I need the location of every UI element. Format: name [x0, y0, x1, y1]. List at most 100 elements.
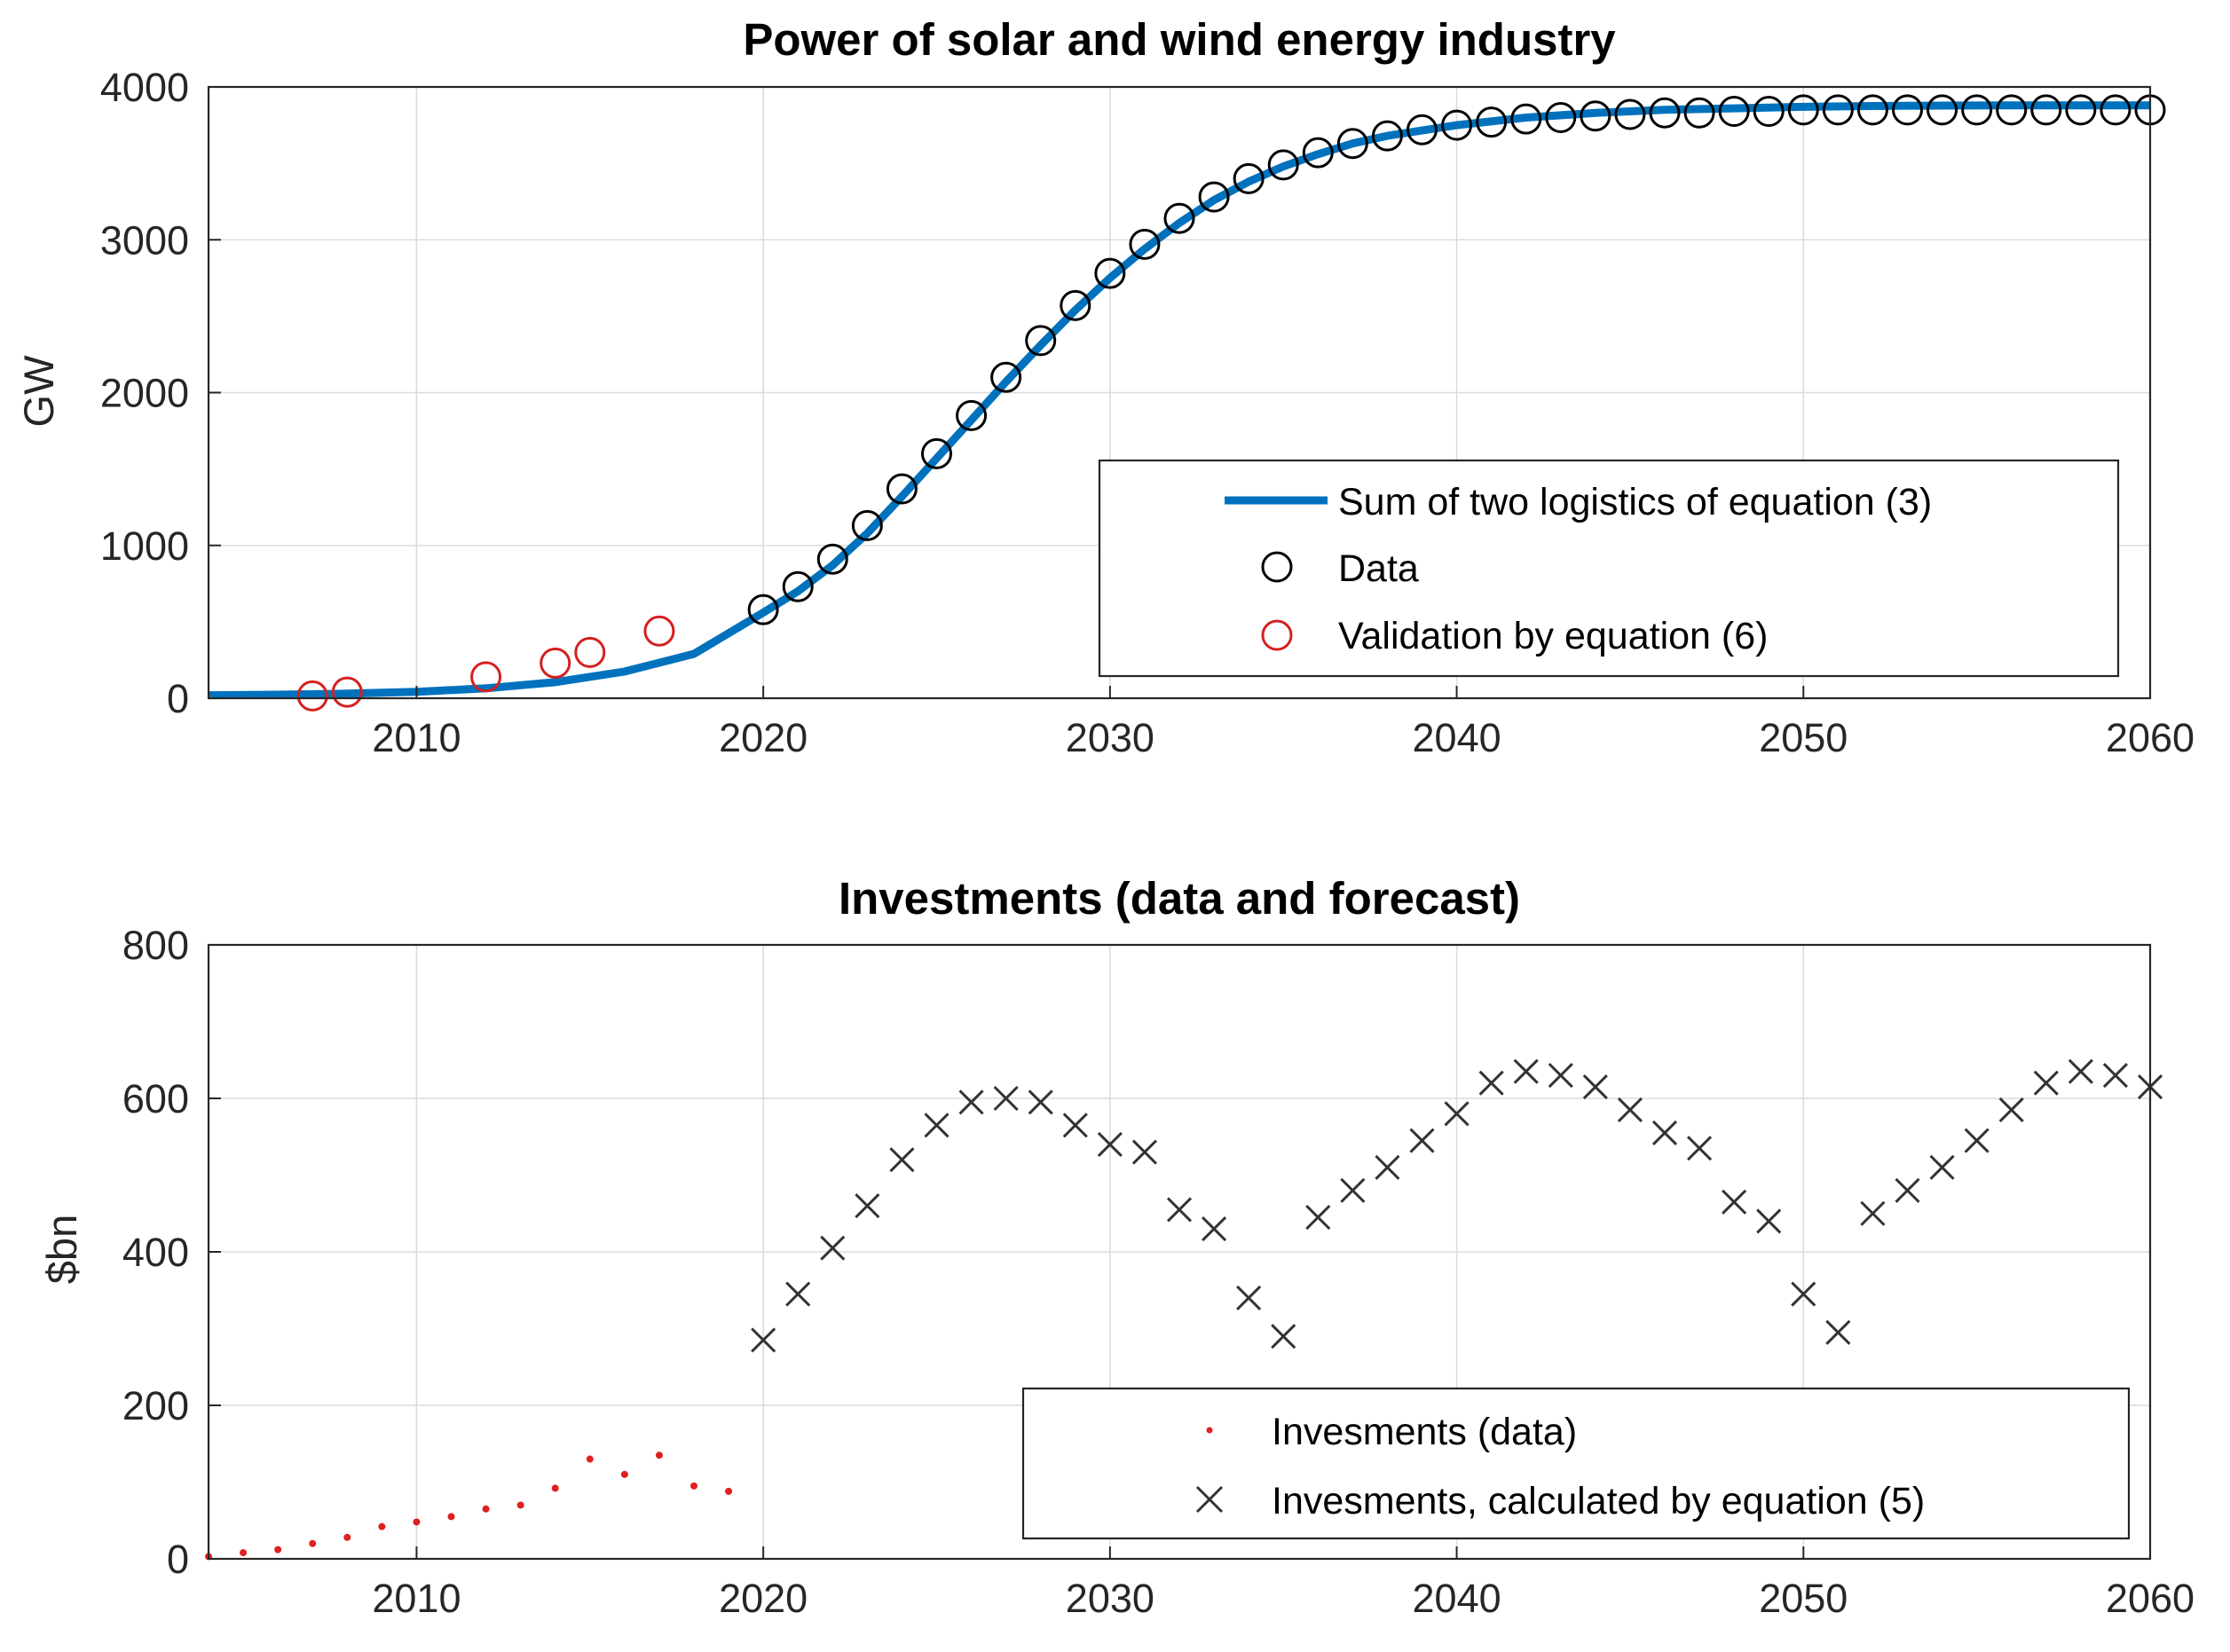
investments-y-tick-label: 200: [122, 1383, 189, 1428]
data-point-marker: [1753, 96, 1785, 128]
invest-calc-point: [1895, 1177, 1920, 1203]
data-point-marker: [1233, 162, 1265, 194]
invest-calc-point: [958, 1090, 984, 1115]
invest-data-point: [482, 1505, 490, 1513]
data-point-marker: [956, 399, 988, 431]
investments-x-tick-label: 2040: [1413, 1576, 1501, 1621]
invest-calc-point: [820, 1235, 846, 1261]
data-point-marker: [1060, 289, 1091, 321]
invest-calc-point: [785, 1281, 811, 1307]
power-plot-area: [208, 94, 2166, 712]
power-x-tick-label: 2030: [1066, 715, 1154, 760]
invest-calc-point: [2102, 1062, 2128, 1089]
investments-legend-box: [1021, 1387, 2131, 1540]
data-point-marker: [1163, 202, 1195, 234]
invest-data-point: [309, 1539, 317, 1547]
data-point-marker: [1094, 257, 1126, 289]
invest-data-point: [551, 1484, 559, 1492]
investments-chart-title: Investments (data and forecast): [839, 873, 1520, 924]
invest-calc-point: [1375, 1154, 1400, 1180]
power-y-tick-label: 2000: [100, 371, 189, 416]
invest-calc-point: [855, 1193, 880, 1219]
invest-data-point: [447, 1513, 455, 1521]
data-point-marker: [851, 509, 883, 541]
investments-y-tick-label: 600: [122, 1076, 189, 1121]
validation-point-marker: [470, 661, 502, 693]
invest-calc-point: [1791, 1281, 1816, 1307]
data-point-marker: [1683, 97, 1715, 129]
invest-calc-point: [1097, 1131, 1123, 1157]
invest-calc-point: [1202, 1215, 1227, 1242]
invest-data-point: [274, 1546, 282, 1554]
invest-calc-point: [1548, 1062, 1573, 1089]
invest-calc-point: [889, 1147, 915, 1173]
invest-data-point: [378, 1522, 386, 1530]
invest-calc-point: [751, 1327, 776, 1353]
invest-calc-point: [1964, 1128, 1990, 1153]
data-point-marker: [1336, 128, 1368, 160]
investments-subplot: Investments (data and forecast) $bn 2010…: [38, 873, 2195, 1621]
invest-data-point: [240, 1549, 248, 1557]
legend-validation-label: Validation by equation (6): [1338, 615, 1768, 657]
data-point-marker: [1510, 103, 1542, 135]
data-point-marker: [1302, 137, 1334, 169]
invest-calc-point: [2033, 1070, 2059, 1096]
legend-invest-calc-swatch: [1195, 1485, 1224, 1514]
investments-plot-area: [205, 1058, 2163, 1561]
invest-calc-point: [1166, 1197, 1193, 1223]
data-point-marker: [1787, 94, 1819, 126]
data-point-marker: [2065, 94, 2097, 126]
power-x-tick-label: 2020: [719, 715, 808, 760]
power-x-tick-label: 2060: [2106, 715, 2195, 760]
invest-calc-point: [1236, 1285, 1262, 1310]
investments-y-tick-label: 0: [167, 1537, 189, 1582]
invest-calc-point: [993, 1085, 1019, 1112]
data-point-marker: [2030, 94, 2062, 126]
invest-calc-point: [924, 1113, 950, 1138]
data-point-marker: [1371, 120, 1403, 152]
validation-point-marker: [296, 680, 328, 712]
invest-data-point: [586, 1455, 594, 1463]
data-point-marker: [1129, 228, 1161, 260]
power-y-tick-label: 4000: [100, 65, 189, 110]
data-point-marker: [1718, 96, 1750, 128]
investments-x-tick-label: 2050: [1759, 1576, 1848, 1621]
power-y-tick-label: 3000: [100, 217, 189, 263]
invest-calc-point: [1409, 1128, 1435, 1153]
validation-point-marker: [540, 647, 571, 679]
legend-invest-calc-label: Invesments, calculated by equation (5): [1272, 1480, 1925, 1522]
power-y-tick-label: 1000: [100, 523, 189, 569]
investments-x-tick-label: 2020: [719, 1576, 808, 1621]
invest-data-point: [620, 1470, 628, 1478]
data-point-marker: [1856, 94, 1888, 126]
investments-y-axis-label: $bn: [38, 1215, 85, 1284]
data-point-marker: [1892, 94, 1923, 126]
investments-legend: Invesments (data) Invesments, calculated…: [1021, 1387, 2131, 1540]
invest-calc-point: [1131, 1139, 1157, 1165]
data-point-marker: [2100, 94, 2132, 126]
invest-calc-point: [1305, 1205, 1331, 1231]
invest-calc-point: [1756, 1208, 1782, 1234]
invest-calc-point: [1582, 1074, 1608, 1100]
data-point-marker: [1407, 114, 1438, 146]
invest-calc-point: [1028, 1090, 1053, 1115]
legend-data-swatch: [1261, 551, 1293, 583]
power-x-tick-label: 2040: [1413, 715, 1501, 760]
data-point-marker: [886, 473, 918, 505]
data-point-marker: [747, 594, 779, 625]
invest-calc-point: [1687, 1136, 1713, 1161]
data-point-marker: [990, 361, 1022, 393]
invest-calc-point: [1929, 1154, 1955, 1180]
data-point-marker: [921, 437, 952, 469]
invest-calc-point: [2068, 1058, 2093, 1084]
legend-data-label: Data: [1338, 547, 1419, 590]
power-x-tick-label: 2050: [1759, 715, 1848, 760]
data-point-marker: [1476, 106, 1508, 138]
power-legend: Sum of two logistics of equation (3) Dat…: [1098, 459, 2120, 678]
validation-point-marker: [574, 636, 606, 668]
data-point-marker: [1614, 98, 1646, 130]
data-point-marker: [782, 570, 814, 602]
invest-data-point: [725, 1487, 733, 1495]
investments-x-tick-label: 2060: [2106, 1576, 2195, 1621]
